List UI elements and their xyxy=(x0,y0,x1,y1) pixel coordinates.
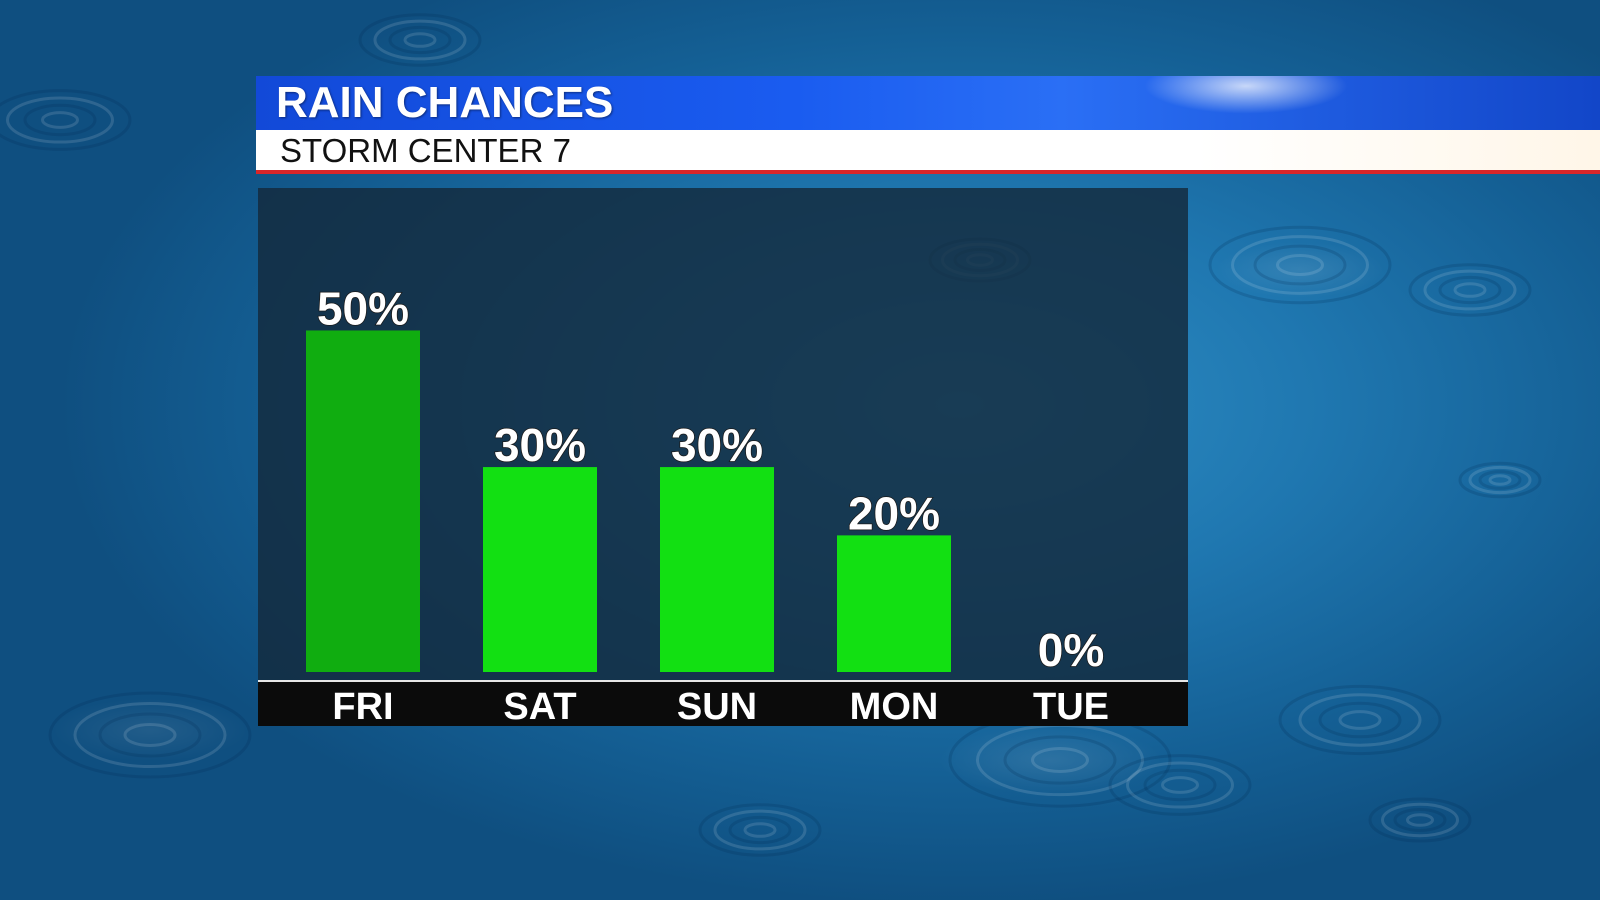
ripple-ring xyxy=(1278,256,1323,275)
x-axis-labels: FRI SAT SUN MON TUE xyxy=(258,682,1188,726)
ripple-ring xyxy=(100,714,200,756)
ripple-ring xyxy=(43,113,78,128)
value-label-sun: 30% xyxy=(671,419,763,471)
value-label-mon: 20% xyxy=(848,487,940,539)
ripple-ring xyxy=(1490,476,1510,484)
bar-mon xyxy=(837,535,951,672)
ripple-ring xyxy=(950,714,1170,806)
category-label-mon: MON xyxy=(850,686,939,726)
ripple-ring xyxy=(1408,815,1433,826)
category-label-tue: TUE xyxy=(1033,686,1109,726)
ripple-ring xyxy=(1210,227,1390,303)
bar-sun xyxy=(660,467,774,672)
value-label-fri: 50% xyxy=(317,282,409,334)
x-axis-strip: FRI SAT SUN MON TUE xyxy=(258,680,1188,726)
ripple-ring xyxy=(1340,712,1380,729)
ripple-ring xyxy=(1255,246,1345,284)
ripple-ring xyxy=(1395,810,1445,831)
ripple-ring xyxy=(1320,703,1400,737)
ripple-ring xyxy=(25,105,95,134)
category-label-fri: FRI xyxy=(332,686,393,726)
ripple-ring xyxy=(745,824,775,837)
ripple-ring xyxy=(1280,686,1440,753)
value-label-sat: 30% xyxy=(494,419,586,471)
title-bar: RAIN CHANCES xyxy=(256,76,1600,130)
ripple-ring xyxy=(1005,737,1115,783)
ripple-ring xyxy=(125,725,175,746)
category-label-sun: SUN xyxy=(677,686,757,726)
chart-panel: 50% 30% 30% 20% 0% xyxy=(258,188,1188,680)
chart-title: RAIN CHANCES xyxy=(276,78,613,128)
ripple-ring xyxy=(1033,748,1088,771)
ripple-ring xyxy=(1163,778,1198,793)
chart-subtitle: STORM CENTER 7 xyxy=(280,132,571,170)
ripple-ring xyxy=(730,817,790,842)
bar-chart: 50% 30% 30% 20% 0% xyxy=(258,188,1188,680)
bar-fri xyxy=(306,330,420,672)
ripple-ring xyxy=(1440,277,1500,302)
ripple-ring xyxy=(1480,472,1520,489)
ripple-ring xyxy=(1145,770,1215,799)
category-label-sat: SAT xyxy=(503,686,576,726)
ripple-ring xyxy=(1455,284,1485,297)
value-label-tue: 0% xyxy=(1038,624,1104,676)
bar-sat xyxy=(483,467,597,672)
ripple-ring xyxy=(50,693,250,777)
ripple-ring xyxy=(390,27,450,52)
ripple-ring xyxy=(405,34,435,47)
subtitle-bar: STORM CENTER 7 xyxy=(256,130,1600,174)
